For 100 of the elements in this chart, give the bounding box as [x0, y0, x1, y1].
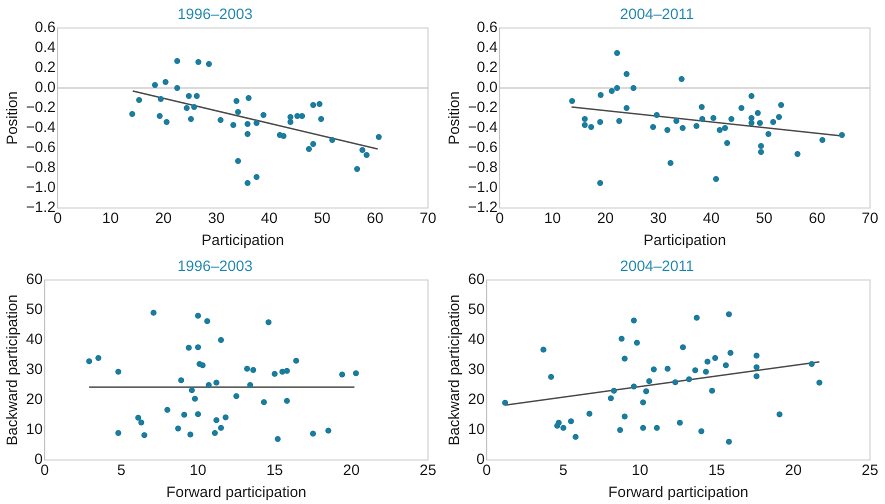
- point: [158, 96, 164, 102]
- point: [181, 412, 188, 418]
- y-tick-label: −0.4: [468, 119, 498, 136]
- point: [724, 140, 730, 146]
- y-tick-label: 10: [468, 421, 485, 438]
- y-tick-label: 40: [468, 331, 485, 348]
- point: [698, 104, 705, 110]
- x-tick-label: 20: [784, 462, 802, 480]
- point: [654, 112, 660, 118]
- y-tick-label: −0.2: [26, 99, 56, 116]
- point: [698, 428, 704, 434]
- x-tick-label: 30: [650, 210, 667, 228]
- y-tick-label: 0.6: [476, 19, 498, 36]
- y-tick-label: 60: [468, 271, 485, 288]
- point: [728, 116, 734, 122]
- x-tick-label: 5: [559, 462, 568, 480]
- point: [640, 424, 646, 431]
- point: [650, 124, 656, 130]
- x-tick-label: 10: [632, 462, 648, 480]
- point: [630, 318, 637, 324]
- x-tick-label: 10: [102, 210, 119, 228]
- y-tick-label: 30: [468, 361, 485, 378]
- point: [141, 432, 148, 438]
- point: [816, 380, 822, 386]
- point: [776, 411, 783, 418]
- y-tick-label: 0.4: [34, 39, 56, 56]
- point: [569, 98, 576, 104]
- y-tick-label: 0.6: [34, 19, 56, 36]
- point: [194, 93, 200, 99]
- y-tick-label: 10: [26, 421, 43, 438]
- point: [748, 93, 754, 99]
- point: [244, 121, 251, 127]
- point: [664, 366, 671, 372]
- point: [310, 141, 316, 147]
- y-axis-title: Position: [4, 91, 22, 145]
- y-tick-label: 0.0: [34, 79, 56, 96]
- point: [86, 358, 92, 364]
- point: [174, 58, 180, 64]
- point: [702, 368, 709, 375]
- x-tick-label: 30: [208, 210, 225, 228]
- point: [754, 110, 761, 116]
- x-tick-label: 25: [862, 462, 878, 480]
- point: [162, 79, 169, 85]
- point: [712, 355, 718, 361]
- point: [306, 146, 312, 152]
- point: [200, 362, 206, 368]
- point: [722, 125, 728, 131]
- x-axis-title: Participation: [644, 232, 726, 250]
- point: [597, 119, 604, 125]
- y-tick-label: 0.0: [476, 79, 498, 96]
- point: [754, 352, 760, 359]
- point: [582, 116, 588, 122]
- point: [722, 362, 729, 368]
- y-tick-label: 0.2: [34, 59, 56, 76]
- point: [186, 93, 192, 99]
- point: [254, 174, 260, 180]
- point: [284, 398, 290, 404]
- point: [293, 358, 300, 364]
- point: [115, 430, 122, 436]
- point: [156, 113, 163, 119]
- point: [738, 105, 744, 111]
- point: [758, 143, 764, 149]
- x-axis-title: Forward participation: [166, 484, 306, 502]
- point: [152, 82, 158, 88]
- chart-title: 2004–2011: [620, 6, 694, 24]
- point: [560, 424, 566, 431]
- y-tick-label: 50: [468, 301, 485, 318]
- y-tick-label: −1.0: [468, 179, 498, 196]
- x-tick-label: 50: [756, 210, 773, 228]
- point: [184, 105, 190, 111]
- point: [246, 95, 252, 101]
- point: [235, 158, 242, 164]
- point: [654, 424, 660, 431]
- point: [213, 380, 220, 386]
- point: [233, 98, 240, 104]
- point: [630, 85, 636, 91]
- point: [598, 92, 604, 98]
- point: [610, 388, 617, 394]
- point: [643, 388, 650, 394]
- point: [178, 377, 184, 384]
- point: [617, 427, 624, 433]
- point: [260, 399, 267, 406]
- point: [329, 137, 336, 143]
- y-tick-label: 20: [26, 391, 43, 408]
- x-tick-label: 60: [808, 210, 826, 228]
- point: [709, 388, 716, 394]
- point: [187, 432, 194, 438]
- y-tick-label: 0.2: [476, 59, 498, 76]
- x-tick-label: 40: [702, 210, 720, 228]
- point: [195, 312, 202, 319]
- point: [748, 120, 754, 126]
- point: [776, 114, 782, 120]
- point: [699, 116, 706, 122]
- point: [310, 102, 316, 108]
- point: [150, 310, 157, 316]
- point: [206, 382, 212, 388]
- y-tick-label: 60: [26, 271, 43, 288]
- point: [640, 399, 646, 406]
- point: [614, 85, 620, 91]
- point: [597, 180, 604, 186]
